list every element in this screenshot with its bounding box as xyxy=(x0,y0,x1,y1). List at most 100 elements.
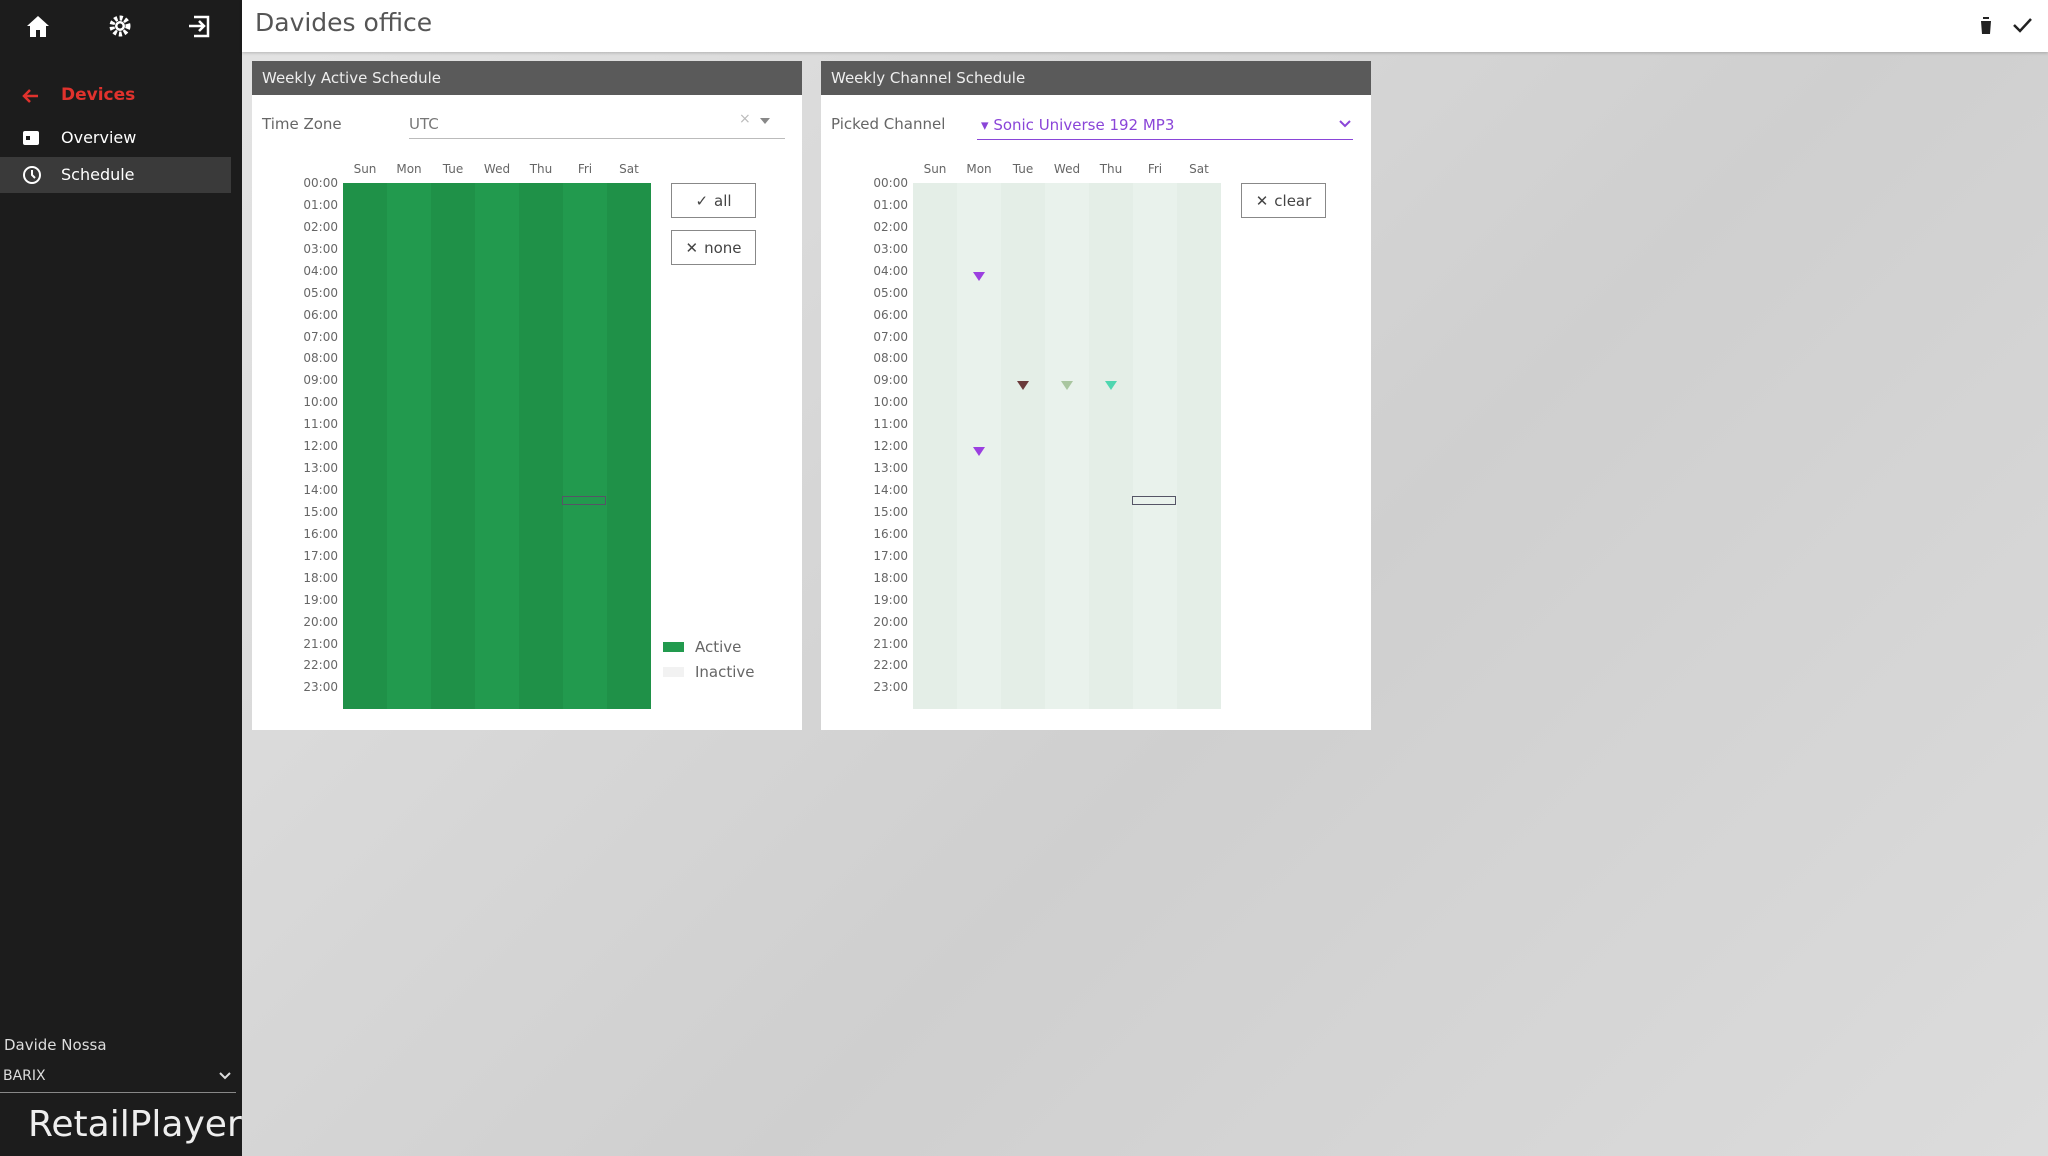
schedule-column[interactable] xyxy=(1001,183,1045,710)
hour-label: 18:00 xyxy=(303,570,338,585)
back-arrow[interactable] xyxy=(22,88,40,104)
dropdown-icon[interactable] xyxy=(218,1070,232,1082)
dropdown-icon[interactable] xyxy=(1338,119,1352,129)
schedule-column[interactable] xyxy=(343,183,387,710)
hour-label: 23:00 xyxy=(873,680,908,695)
header: Davides office xyxy=(242,0,2048,52)
dropdown-icon[interactable] xyxy=(759,117,771,125)
day-label: Tue xyxy=(442,162,464,176)
timezone-select[interactable]: UTC xyxy=(409,115,439,133)
hour-label: 12:00 xyxy=(873,439,908,454)
button-label: none xyxy=(704,238,742,257)
button-label: all xyxy=(714,191,732,210)
toolbar-icons xyxy=(27,15,210,38)
hour-label: 06:00 xyxy=(303,307,338,322)
schedule-column[interactable] xyxy=(607,183,651,710)
schedule-column[interactable] xyxy=(563,183,607,710)
schedule-column[interactable] xyxy=(475,183,519,710)
nav-section[interactable]: Devices xyxy=(61,85,136,105)
hour-label: 20:00 xyxy=(303,614,338,629)
panel-title: Weekly Channel Schedule xyxy=(821,61,1371,95)
day-label: Thu xyxy=(1099,162,1123,176)
schedule-column[interactable] xyxy=(1133,183,1177,710)
field-label: Picked Channel xyxy=(831,115,946,133)
hour-label: 17:00 xyxy=(873,548,908,563)
channel-select[interactable]: ▾ Sonic Universe 192 MP3 xyxy=(981,116,1175,134)
channel-marker xyxy=(973,447,985,457)
save-icon[interactable] xyxy=(2013,18,2032,33)
hour-label: 19:00 xyxy=(873,592,908,607)
hour-label: 09:00 xyxy=(873,373,908,388)
nav-highlight xyxy=(0,157,231,193)
schedule-column[interactable] xyxy=(387,183,431,710)
schedule-column[interactable] xyxy=(913,183,957,710)
hour-label: 08:00 xyxy=(303,351,338,366)
button-label: clear xyxy=(1274,191,1312,210)
field-underline xyxy=(977,139,1353,140)
hour-label: 11:00 xyxy=(873,417,908,432)
panel-title: Weekly Active Schedule xyxy=(252,61,802,95)
account-select[interactable]: BARIX xyxy=(3,1068,46,1084)
hour-label: 15:00 xyxy=(303,504,338,519)
hour-label: 23:00 xyxy=(303,680,338,695)
hour-label: 03:00 xyxy=(303,241,338,256)
hour-label: 05:00 xyxy=(303,285,338,300)
select-all-button[interactable]: ✓ all xyxy=(671,183,756,218)
legend-label: Active xyxy=(695,638,742,656)
schedule-column[interactable] xyxy=(519,183,563,710)
clock-icon xyxy=(23,166,41,184)
clear-button[interactable]: ✕ clear xyxy=(1241,183,1326,218)
hour-label: 13:00 xyxy=(873,461,908,476)
hour-label: 03:00 xyxy=(873,241,908,256)
logout-icon[interactable] xyxy=(189,15,210,38)
channel-value: Sonic Universe 192 MP3 xyxy=(993,116,1175,134)
nav-item[interactable]: Overview xyxy=(61,128,137,147)
hour-label: 13:00 xyxy=(303,461,338,476)
day-label: Sun xyxy=(353,162,377,176)
x-icon: ✕ xyxy=(685,238,699,257)
hour-label: 01:00 xyxy=(303,197,338,212)
hour-label: 21:00 xyxy=(873,636,908,651)
day-label: Wed xyxy=(1053,162,1081,176)
settings-icon[interactable] xyxy=(109,15,131,37)
hour-label: 20:00 xyxy=(873,614,908,629)
day-label: Sun xyxy=(923,162,947,176)
page-title: Davides office xyxy=(255,8,433,37)
hour-label: 00:00 xyxy=(303,176,338,190)
schedule-column[interactable] xyxy=(1177,183,1221,710)
channel-marker xyxy=(1105,381,1117,391)
schedule-column[interactable] xyxy=(431,183,475,710)
schedule-column[interactable] xyxy=(1045,183,1089,710)
day-label: Tue xyxy=(1012,162,1034,176)
hour-label: 10:00 xyxy=(303,395,338,410)
channel-marker xyxy=(973,271,985,281)
field-underline xyxy=(409,138,785,139)
select-none-button[interactable]: ✕ none xyxy=(671,230,756,265)
hour-label: 22:00 xyxy=(873,658,908,673)
hour-label: 06:00 xyxy=(873,307,908,322)
day-label: Thu xyxy=(529,162,553,176)
nav-item[interactable]: Schedule xyxy=(61,165,135,184)
hour-label: 16:00 xyxy=(303,526,338,541)
divider xyxy=(0,1092,236,1093)
schedule-column[interactable] xyxy=(1089,183,1133,710)
clear-icon[interactable]: × xyxy=(739,111,751,127)
day-label: Fri xyxy=(1147,162,1163,176)
hour-label: 17:00 xyxy=(303,548,338,563)
day-label: Sat xyxy=(619,162,639,176)
channel-marker xyxy=(1061,381,1073,391)
delete-icon[interactable] xyxy=(1980,17,1992,34)
schedule-column[interactable] xyxy=(957,183,1001,710)
day-label: Sat xyxy=(1189,162,1209,176)
hour-label: 09:00 xyxy=(303,373,338,388)
hour-label: 04:00 xyxy=(873,263,908,278)
brand: RetailPlayer xyxy=(28,1104,242,1145)
day-label: Fri xyxy=(577,162,593,176)
day-label: Wed xyxy=(483,162,511,176)
home-icon[interactable] xyxy=(27,16,49,37)
hour-label: 07:00 xyxy=(873,329,908,344)
calendar-icon xyxy=(23,131,39,145)
channel-panel: Weekly Channel Schedule Picked Channel ▾… xyxy=(821,61,1371,730)
hour-label: 02:00 xyxy=(873,219,908,234)
